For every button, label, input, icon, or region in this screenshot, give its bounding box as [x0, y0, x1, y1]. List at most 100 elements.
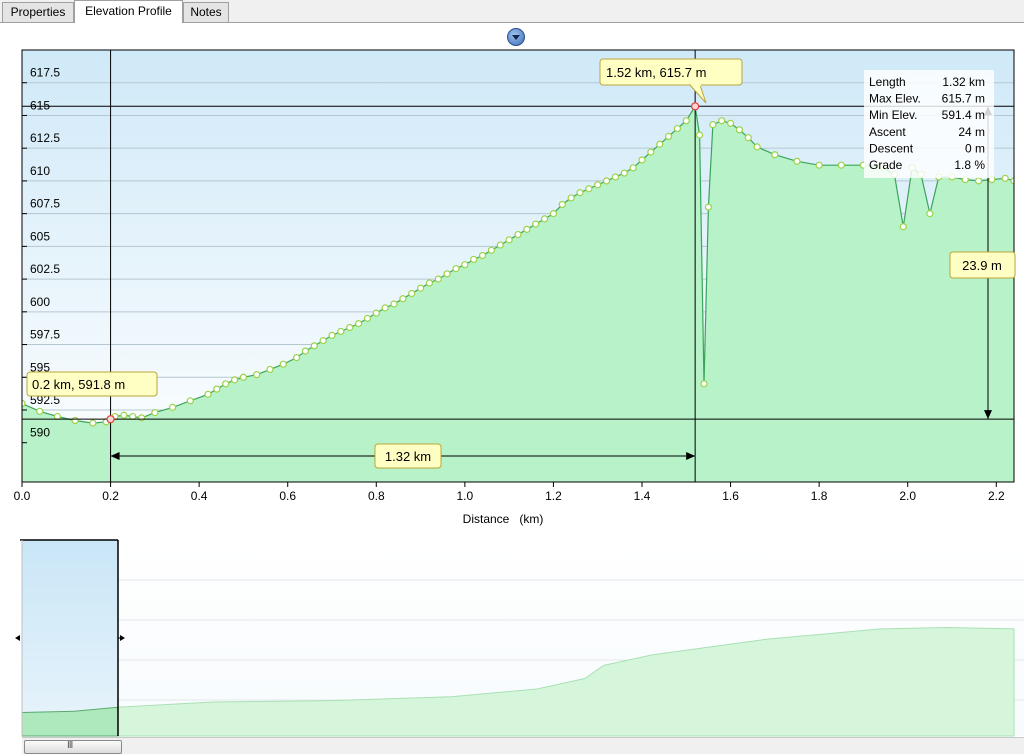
stats-label: Min Elev. [869, 108, 917, 122]
track-point [71, 416, 79, 425]
tab-notes[interactable]: Notes [183, 2, 229, 22]
overview-viewport[interactable] [20, 539, 119, 737]
track-point [279, 360, 287, 368]
stats-value: 1.32 km [942, 75, 985, 89]
x-axis: 0.0 0.2 0.4 0.6 0.8 1.0 1.2 1.4 1.6 1.8 2.0 2.2 [14, 482, 1005, 503]
track-point [346, 323, 354, 332]
x-tick-label: 0.2 [102, 489, 119, 503]
stats-box: Length 1.32 km Max Elev. 615.7 m Min Elev. 59… [864, 70, 994, 178]
track-point [815, 161, 823, 169]
tab-elevation-profile[interactable]: Elevation Profile [74, 0, 183, 23]
track-point [204, 390, 212, 398]
stats-label: Grade [869, 158, 903, 172]
x-tick-label: 0.0 [14, 489, 31, 503]
track-point [222, 380, 230, 388]
horizontal-scrollbar[interactable]: III [22, 737, 1024, 754]
track-point [793, 157, 801, 165]
collapse-toggle-icon[interactable] [507, 28, 525, 46]
track-point [230, 376, 239, 384]
track-point [514, 230, 522, 239]
y-tick-label: 597.5 [30, 328, 60, 342]
track-point [709, 121, 717, 129]
track-point [461, 261, 469, 269]
tab-properties[interactable]: Properties [2, 2, 74, 22]
track-point [186, 397, 194, 405]
elevation-area [22, 106, 1014, 482]
stats-label: Ascent [869, 125, 906, 139]
track-point [594, 181, 602, 189]
track-point [137, 414, 146, 422]
viewport-resize-left-icon[interactable] [15, 635, 20, 641]
rise-callout: 23.9 m [949, 251, 1016, 279]
track-point [301, 347, 310, 355]
y-tick-label: 607.5 [30, 197, 60, 211]
track-point [695, 131, 704, 139]
track-point [239, 373, 248, 381]
track-point [168, 403, 177, 411]
track-point [899, 223, 907, 231]
track-point [213, 385, 221, 393]
x-tick-label: 1.4 [634, 489, 651, 503]
track-point [611, 173, 620, 181]
scrollbar-thumb[interactable]: III [24, 740, 122, 754]
track-point [505, 236, 513, 244]
track-point [620, 169, 628, 177]
stats-label: Length [869, 75, 906, 89]
stats-value: 591.4 m [942, 108, 985, 122]
track-point [682, 117, 690, 125]
track-point [567, 194, 575, 202]
peak-point-callout: 1.52 km, 615.7 m [599, 58, 743, 104]
track-point [452, 265, 460, 273]
track-point [726, 119, 735, 127]
track-point [532, 220, 540, 228]
selection-start-marker [106, 415, 115, 424]
stats-box-background [864, 70, 994, 178]
track-point [1001, 174, 1009, 182]
y-tick-label: 595 [30, 360, 50, 374]
track-point [673, 124, 682, 133]
track-point [926, 210, 934, 218]
stats-value: 1.8 % [954, 158, 985, 172]
stats-label: Max Elev. [869, 92, 921, 106]
track-point [372, 309, 380, 317]
y-axis: 590592.5595597.5600602.5605607.5610612.5… [22, 66, 60, 444]
track-point [319, 337, 327, 345]
track-point [443, 270, 451, 278]
track-point [53, 412, 62, 421]
peak-point-callout-text: 1.52 km, 615.7 m [606, 65, 706, 80]
track-point [399, 295, 407, 303]
track-point [638, 156, 646, 164]
track-point [576, 189, 584, 197]
track-point [292, 354, 301, 362]
stats-value: 0 m [965, 141, 985, 155]
y-tick-label: 615 [30, 98, 50, 112]
track-point [363, 314, 372, 322]
track-point [408, 289, 416, 298]
track-point [89, 419, 97, 427]
track-point [664, 132, 673, 140]
x-tick-label: 1.6 [722, 489, 739, 503]
track-point [647, 148, 655, 156]
selection-end-marker [691, 102, 700, 111]
stats-value: 615.7 m [942, 92, 985, 106]
track-point [496, 241, 504, 249]
viewport-resize-right-icon[interactable] [118, 635, 125, 641]
rise-callout-text: 23.9 m [962, 258, 1002, 273]
track-point [266, 365, 274, 374]
track-point [151, 409, 159, 417]
track-point [602, 177, 611, 185]
track-point [656, 140, 664, 148]
track-point [700, 380, 708, 388]
x-tick-label: 1.2 [545, 489, 562, 503]
track-point [22, 399, 26, 408]
track-point [837, 161, 845, 169]
x-tick-label: 2.0 [899, 489, 916, 503]
track-point [36, 407, 44, 415]
track-point [585, 185, 593, 193]
x-tick-label: 0.8 [368, 489, 385, 503]
track-point [434, 275, 442, 283]
y-tick-label: 617.5 [30, 66, 60, 80]
track-point [540, 215, 549, 223]
track-point [390, 300, 398, 308]
